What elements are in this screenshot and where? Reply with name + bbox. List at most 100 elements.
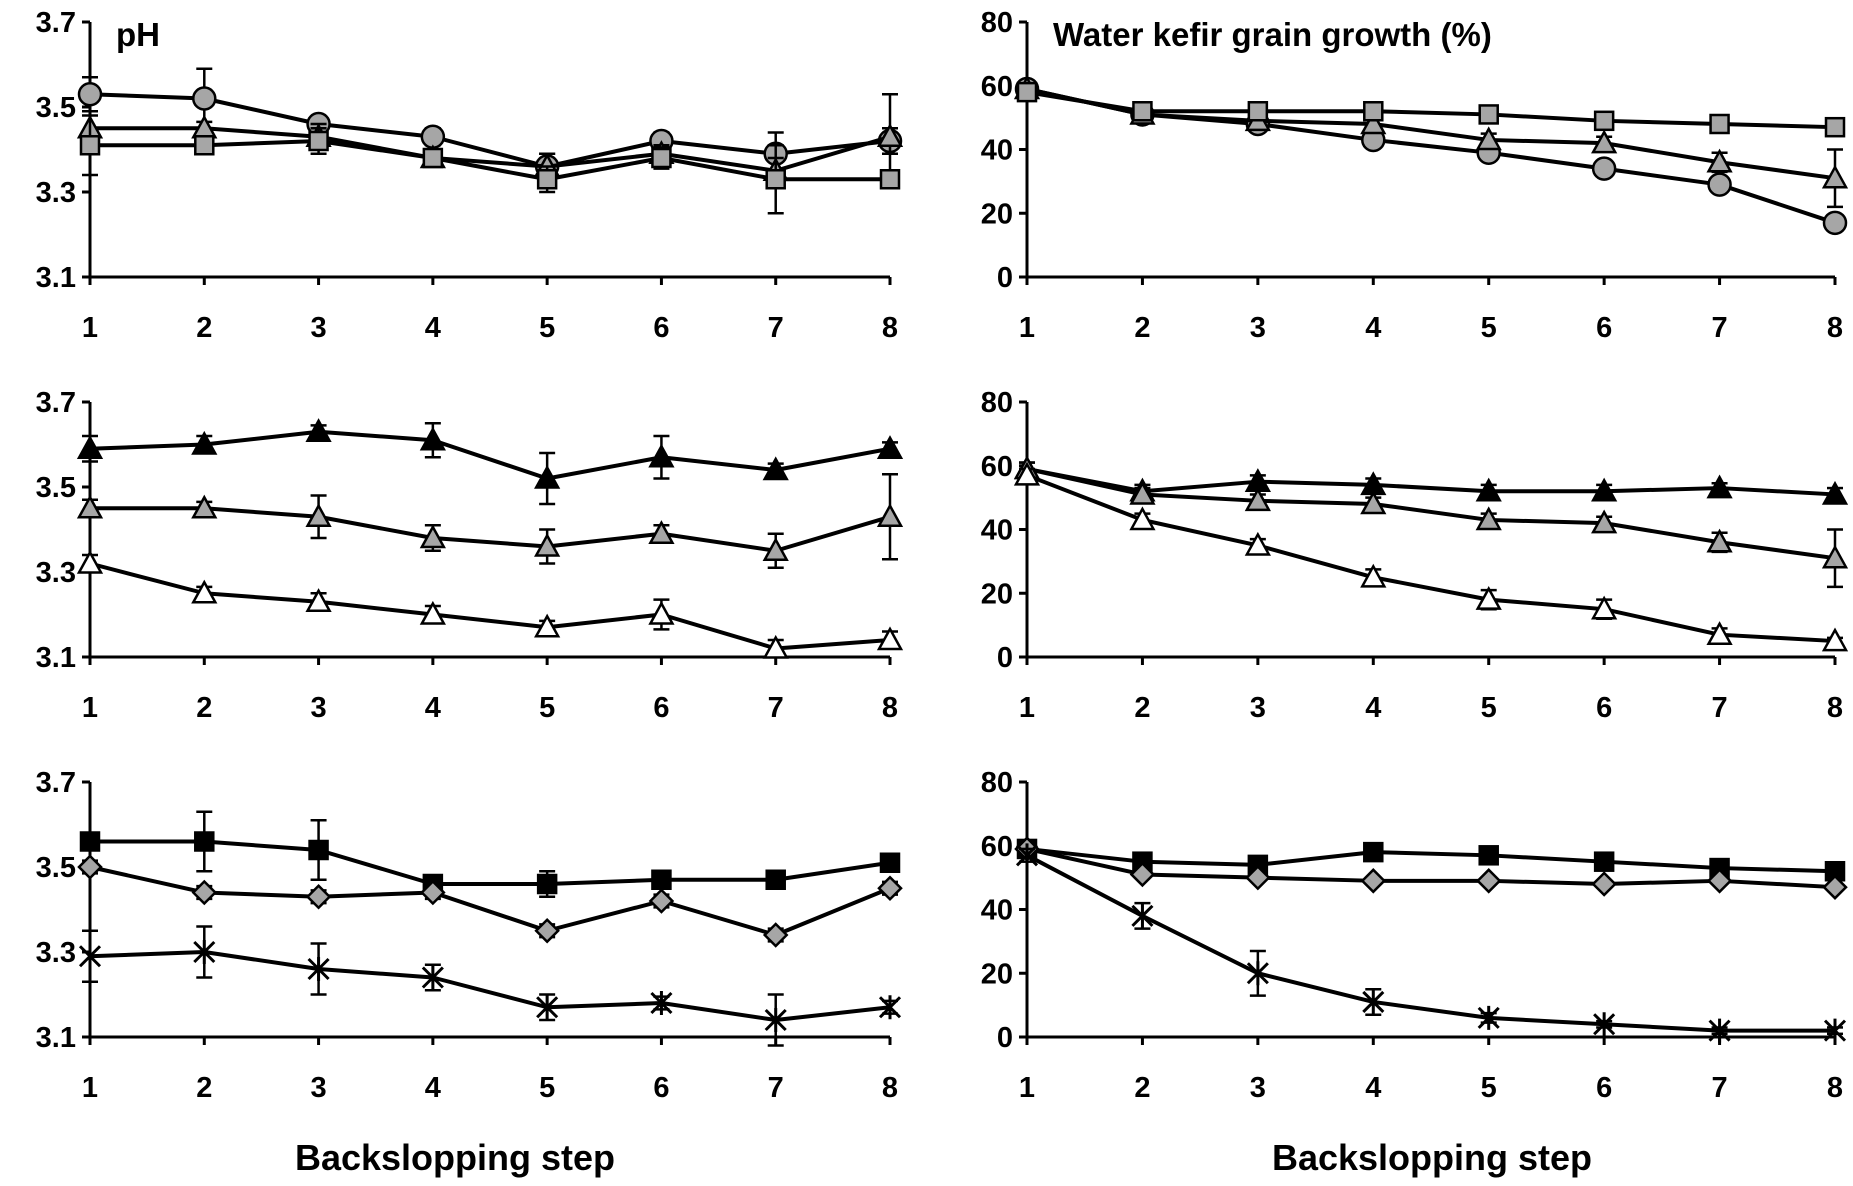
- data-point-square: [1478, 104, 1499, 125]
- y-tick-label: 3.3: [36, 557, 76, 589]
- y-tick-label: 60: [981, 451, 1013, 483]
- panel-growth-c: 0 20 40 60 80 1 2 3 4 5 6 7 8: [981, 767, 1848, 1104]
- x-tick-label: 3: [311, 312, 327, 344]
- data-point-triangle: [191, 579, 218, 604]
- x-tick-label: 6: [1596, 312, 1612, 344]
- x-tick-label: 2: [1134, 312, 1150, 344]
- series-square-black: [79, 810, 901, 898]
- series-line: [1026, 473, 1836, 644]
- x-tick-label: 5: [1481, 1072, 1497, 1104]
- data-point-star: [878, 995, 902, 1020]
- data-point-star: [1477, 1005, 1500, 1030]
- data-point-diamond: [1591, 871, 1617, 897]
- x-tick-label: 5: [539, 1072, 555, 1104]
- x-tick-label: 6: [653, 692, 669, 724]
- x-tick-label: 8: [882, 1072, 898, 1104]
- x-tick-label: 1: [1019, 312, 1035, 344]
- data-point-triangle: [305, 503, 332, 527]
- y-tick-label: 0: [997, 262, 1013, 294]
- y-tick-label: 3.5: [36, 852, 76, 884]
- data-point-diamond: [1475, 868, 1502, 894]
- x-tick-label: 6: [1596, 692, 1612, 724]
- data-point-square: [765, 169, 786, 190]
- data-point-triangle: [76, 549, 104, 574]
- data-point-triangle: [648, 443, 675, 468]
- data-point-triangle: [1244, 531, 1271, 556]
- data-point-star: [1362, 989, 1385, 1014]
- data-point-triangle: [648, 520, 675, 544]
- x-tick-label: 2: [196, 312, 212, 344]
- series-triangle-white: [76, 549, 904, 659]
- data-point-triangle: [1129, 480, 1156, 505]
- data-point-triangle: [762, 537, 789, 561]
- series-line: [1026, 853, 1835, 1033]
- y-tick-label: 20: [981, 958, 1013, 990]
- x-tick-label: 2: [1134, 692, 1150, 724]
- series-triangle-grey: [76, 473, 904, 569]
- data-point-star: [1823, 1018, 1847, 1043]
- data-point-triangle: [1706, 148, 1733, 173]
- y-tick-label: 3.7: [36, 767, 76, 799]
- x-tick-label: 8: [882, 692, 898, 724]
- y-tick-label: 40: [981, 135, 1013, 167]
- data-point-diamond: [77, 854, 103, 880]
- series-line: [89, 92, 891, 169]
- data-point-triangle: [1821, 627, 1849, 652]
- data-point-triangle: [648, 600, 675, 625]
- panel-title: pH: [116, 16, 160, 53]
- data-point-triangle: [534, 464, 561, 489]
- x-tick-label: 1: [1019, 1072, 1035, 1104]
- data-point-triangle: [1475, 586, 1502, 610]
- x-tick-label: 5: [539, 312, 555, 344]
- data-point-diamond: [534, 917, 560, 944]
- x-tick-label: 8: [1827, 692, 1843, 724]
- y-tick-label: 80: [981, 387, 1013, 419]
- data-point-triangle: [1821, 164, 1849, 189]
- data-point-triangle: [419, 426, 446, 451]
- y-tick-label: 40: [981, 515, 1013, 547]
- series-line: [1026, 466, 1836, 497]
- x-tick-label: 3: [311, 1072, 327, 1104]
- series-star-black: [1015, 843, 1847, 1043]
- series-line: [1026, 846, 1836, 874]
- series-star-black: [78, 925, 902, 1047]
- x-tick-label: 3: [1250, 1072, 1266, 1104]
- panel-ph-a: 3.1 3.3 3.5 3.7 1 2 3 4 5 6 7 8 pH: [36, 7, 904, 344]
- y-tick-label: 3.5: [36, 472, 76, 504]
- data-point-triangle: [191, 430, 218, 455]
- data-point-circle: [1822, 210, 1848, 236]
- y-tick-label: 40: [981, 895, 1013, 927]
- data-point-diamond: [877, 875, 903, 902]
- data-point-square: [879, 852, 901, 873]
- x-tick-label: 3: [1250, 692, 1266, 724]
- data-point-star: [1593, 1012, 1616, 1037]
- data-point-star: [307, 957, 330, 981]
- data-point-star: [536, 995, 559, 1020]
- x-tick-label: 7: [1712, 312, 1728, 344]
- data-point-triangle: [1360, 110, 1387, 135]
- y-tick-label: 3.5: [36, 92, 76, 124]
- y-tick-label: 0: [997, 1022, 1013, 1054]
- data-point-square: [79, 831, 101, 852]
- data-point-diamond: [1706, 868, 1733, 894]
- data-point-triangle: [419, 600, 446, 625]
- data-point-circle: [1591, 156, 1617, 181]
- data-point-diamond: [1129, 861, 1156, 888]
- data-point-triangle: [762, 634, 789, 659]
- data-point-square: [79, 135, 101, 156]
- data-point-square: [879, 169, 901, 190]
- data-point-star: [650, 991, 673, 1015]
- series-line: [1026, 86, 1836, 181]
- data-point-triangle: [1706, 621, 1733, 645]
- data-point-triangle: [1821, 544, 1849, 569]
- panel-growth-b: 0 20 40 60 80 1 2 3 4 5 6 7 8: [981, 387, 1849, 724]
- data-point-diamond: [1245, 864, 1271, 891]
- x-tick-label: 4: [425, 692, 441, 724]
- panel-ph-c: 3.1 3.3 3.5 3.7 1 2 3 4 5 6 7 8: [36, 767, 903, 1104]
- data-point-square: [1363, 841, 1384, 863]
- data-point-square: [651, 869, 672, 890]
- x-tick-label: 8: [1827, 312, 1843, 344]
- y-tick-label: 3.3: [36, 937, 76, 969]
- series-triangle-grey: [1013, 455, 1849, 589]
- data-point-triangle: [1591, 477, 1618, 502]
